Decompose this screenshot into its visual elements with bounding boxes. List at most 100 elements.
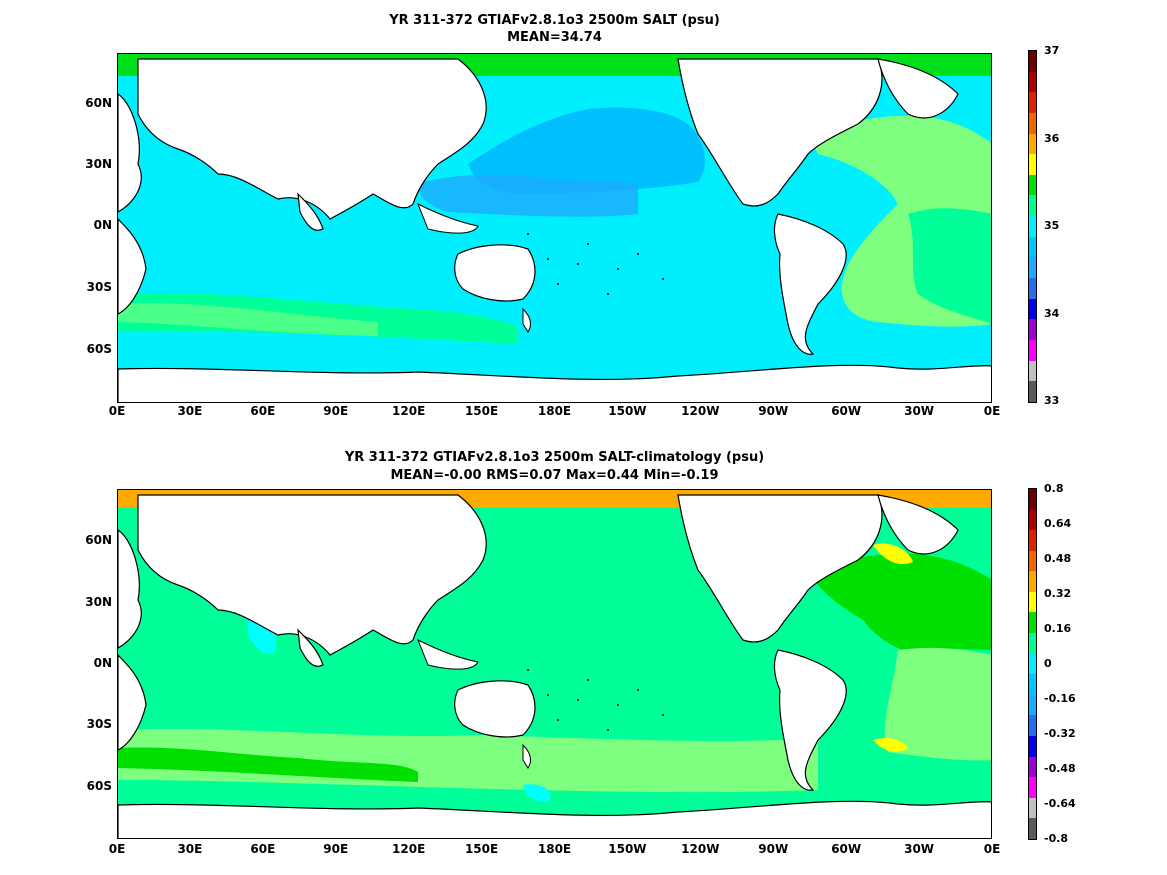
colorbar-segment <box>1029 777 1036 798</box>
bottom-colorbar <box>1028 488 1037 840</box>
x-tick: 60W <box>831 842 862 856</box>
land-antarctica <box>118 800 991 838</box>
bottom-map <box>117 489 992 839</box>
colorbar-segment <box>1029 530 1036 551</box>
x-tick: 30E <box>177 404 203 418</box>
x-tick: 90E <box>323 404 349 418</box>
x-tick: 60E <box>250 404 276 418</box>
y-tick: 0N <box>93 218 112 232</box>
colorbar-segment <box>1029 633 1036 654</box>
x-tick: 120E <box>392 842 426 856</box>
land-south-america <box>773 213 847 355</box>
colorbar-label: -0.48 <box>1044 762 1076 775</box>
top-colorbar <box>1028 50 1037 403</box>
southern-positive-band <box>118 728 818 793</box>
x-tick: 120W <box>681 404 720 418</box>
x-tick: 180E <box>537 404 572 418</box>
land-south-america <box>773 649 847 791</box>
colorbar-label: 33 <box>1044 394 1060 407</box>
colorbar-label: -0.64 <box>1044 797 1076 810</box>
colorbar-segment <box>1029 612 1036 634</box>
top-map <box>117 53 992 403</box>
colorbar-label: 0.48 <box>1044 552 1072 565</box>
colorbar-segment <box>1029 674 1036 695</box>
colorbar-segment <box>1029 257 1036 279</box>
colorbar-segment <box>1029 715 1036 736</box>
colorbar-segment <box>1029 236 1036 258</box>
x-tick: 90E <box>323 842 349 856</box>
bottom-map-svg <box>118 490 991 838</box>
land-eurasia <box>137 494 487 656</box>
y-tick: 60N <box>85 96 112 110</box>
x-tick: 150E <box>464 404 499 418</box>
colorbar-segment <box>1029 381 1036 402</box>
colorbar-segment <box>1029 216 1036 237</box>
x-tick: 0E <box>983 404 1001 418</box>
land-antarctica <box>118 364 991 402</box>
colorbar-segment <box>1029 51 1036 72</box>
x-tick: 150E <box>464 842 499 856</box>
land-north-america <box>677 494 883 643</box>
colorbar-label: 35 <box>1044 219 1060 232</box>
colorbar-segment <box>1029 133 1036 155</box>
land-africa-west <box>118 93 142 213</box>
colorbar-segment <box>1029 735 1036 757</box>
colorbar-segment <box>1029 154 1036 175</box>
x-tick: 60E <box>250 842 276 856</box>
colorbar-segment <box>1029 319 1036 340</box>
top-title-line2: MEAN=34.74 <box>507 30 602 45</box>
colorbar-segment <box>1029 278 1036 299</box>
land-australia <box>454 244 536 302</box>
colorbar-segment <box>1029 653 1036 675</box>
colorbar-segment <box>1029 756 1036 778</box>
colorbar-segment <box>1029 818 1036 839</box>
y-tick: 60S <box>86 779 112 793</box>
x-tick: 30W <box>904 842 935 856</box>
colorbar-segment <box>1029 112 1036 134</box>
x-tick: 30W <box>904 404 935 418</box>
colorbar-label: 36 <box>1044 132 1060 145</box>
colorbar-segment <box>1029 298 1036 320</box>
colorbar-segment <box>1029 550 1036 572</box>
x-tick: 0E <box>108 842 126 856</box>
land-north-america <box>677 58 883 207</box>
x-tick: 120W <box>681 842 720 856</box>
y-tick: 60N <box>85 533 112 547</box>
atlantic-positive <box>808 553 991 655</box>
colorbar-segment <box>1029 571 1036 592</box>
bottom-title-line1: YR 311-372 GTIAFv2.8.1o3 2500m SALT-clim… <box>344 450 765 465</box>
top-title-line1: YR 311-372 GTIAFv2.8.1o3 2500m SALT (psu… <box>389 13 720 28</box>
colorbar-segment <box>1029 591 1036 613</box>
x-tick: 0E <box>108 404 126 418</box>
y-tick: 30S <box>86 717 112 731</box>
x-tick: 120E <box>392 404 426 418</box>
colorbar-segment <box>1029 195 1036 217</box>
y-tick: 30S <box>86 280 112 294</box>
colorbar-label: -0.16 <box>1044 692 1076 705</box>
colorbar-segment <box>1029 339 1036 361</box>
x-tick: 90W <box>758 842 789 856</box>
x-tick: 0E <box>983 842 1001 856</box>
bottom-title-line2: MEAN=-0.00 RMS=0.07 Max=0.44 Min=-0.19 <box>390 468 719 483</box>
y-tick: 0N <box>93 656 112 670</box>
colorbar-label: 0.64 <box>1044 517 1072 530</box>
colorbar-segment <box>1029 92 1036 113</box>
x-tick: 150W <box>608 842 647 856</box>
top-map-svg <box>118 54 991 402</box>
colorbar-segment <box>1029 509 1036 531</box>
colorbar-label: 0.16 <box>1044 622 1072 635</box>
x-tick: 180E <box>537 842 572 856</box>
x-tick: 90W <box>758 404 789 418</box>
colorbar-segment <box>1029 489 1036 510</box>
y-tick: 60S <box>86 342 112 356</box>
colorbar-segment <box>1029 71 1036 93</box>
colorbar-label: 37 <box>1044 44 1060 57</box>
y-tick: 30N <box>85 157 112 171</box>
x-tick: 150W <box>608 404 647 418</box>
colorbar-label: 0.8 <box>1044 482 1064 495</box>
colorbar-label: -0.32 <box>1044 727 1076 740</box>
colorbar-label: 0.32 <box>1044 587 1072 600</box>
land-australia <box>454 680 536 738</box>
land-eurasia <box>137 58 487 220</box>
x-tick: 60W <box>831 404 862 418</box>
